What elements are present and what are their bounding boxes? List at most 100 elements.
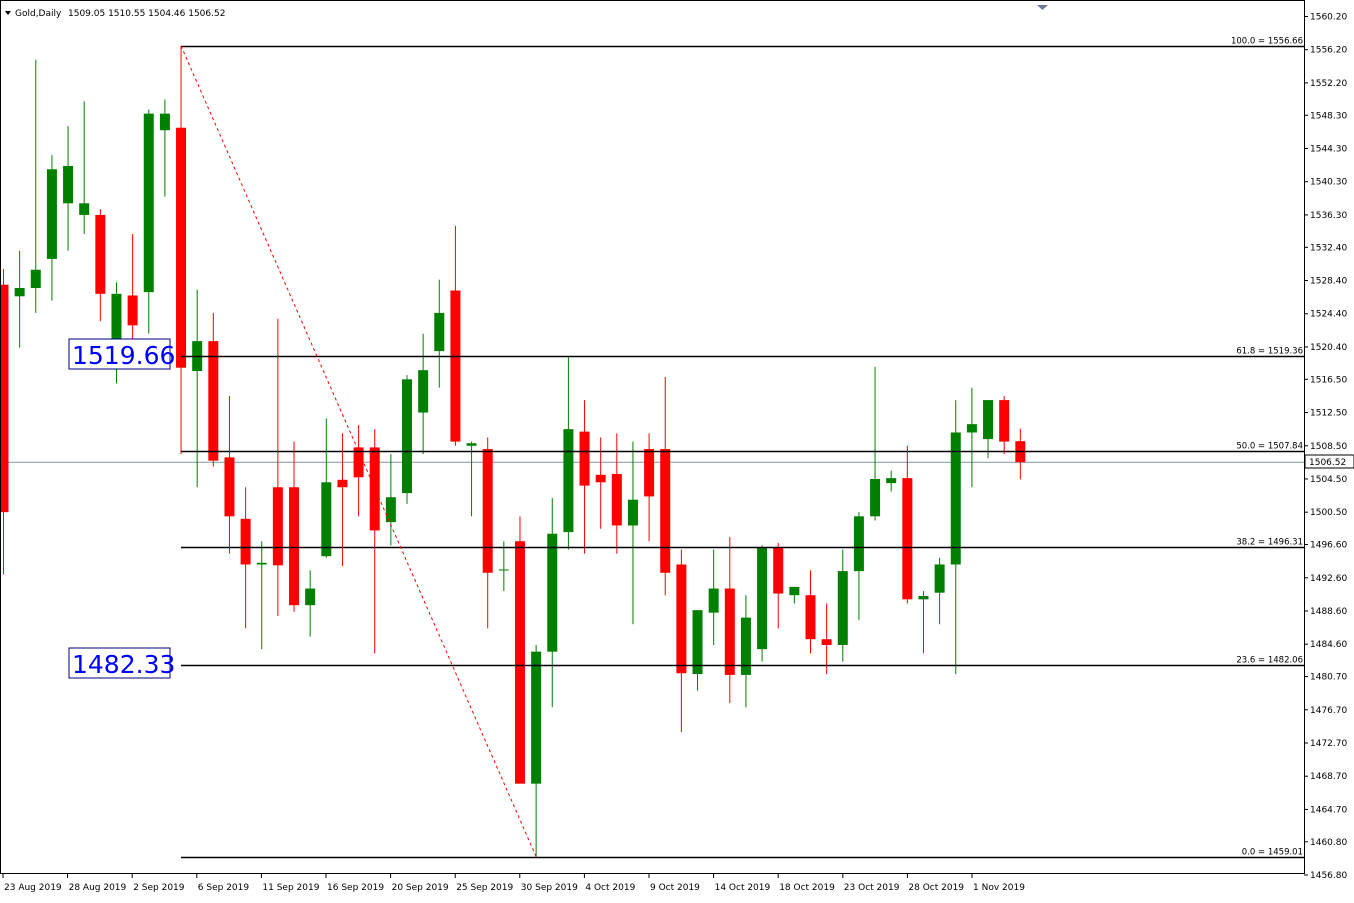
candle[interactable] bbox=[30, 59, 41, 313]
y-tick-label: 1540.30 bbox=[1310, 178, 1347, 188]
candle[interactable] bbox=[256, 541, 267, 650]
candle[interactable] bbox=[934, 557, 945, 625]
candle[interactable] bbox=[983, 400, 994, 459]
y-tick-label: 1504.50 bbox=[1310, 475, 1347, 485]
candle[interactable] bbox=[418, 333, 429, 455]
candle[interactable] bbox=[450, 225, 461, 446]
x-tick-label: 30 Sep 2019 bbox=[521, 883, 578, 893]
chart-shift-marker-icon[interactable] bbox=[1037, 5, 1048, 10]
candle-body-bull bbox=[385, 497, 396, 523]
candle-body-bull bbox=[46, 169, 57, 259]
y-tick-label: 1500.50 bbox=[1310, 508, 1347, 518]
fib-level-label: 61.8 = 1519.36 bbox=[1236, 347, 1303, 357]
price-annotation[interactable]: 1519.66 bbox=[68, 338, 175, 370]
candle[interactable] bbox=[950, 400, 961, 675]
candle[interactable] bbox=[870, 366, 881, 521]
price-annotation-text: 1482.33 bbox=[72, 650, 175, 679]
candle[interactable] bbox=[595, 437, 606, 529]
candle[interactable] bbox=[627, 441, 638, 625]
candle[interactable] bbox=[821, 603, 832, 675]
overlays-layer[interactable]: 100.0 = 1556.66 61.8 = 1519.36 50.0 = 1507… bbox=[180, 37, 1304, 859]
current-price-tag bbox=[1304, 454, 1354, 469]
fibonacci-retracement[interactable]: 100.0 = 1556.66 61.8 = 1519.36 50.0 = 1507… bbox=[180, 37, 1304, 859]
candle[interactable] bbox=[143, 109, 154, 334]
y-tick-label: 1524.40 bbox=[1310, 310, 1347, 320]
candle-body-bear bbox=[208, 341, 219, 461]
dropdown-triangle-icon[interactable] bbox=[5, 11, 11, 15]
candle[interactable] bbox=[434, 279, 445, 388]
candle-body-bull bbox=[692, 610, 703, 675]
candle[interactable] bbox=[482, 437, 493, 629]
candle-body-bear bbox=[224, 457, 235, 517]
candle[interactable] bbox=[611, 433, 622, 554]
candle[interactable] bbox=[63, 126, 74, 251]
candle-body-bear bbox=[176, 127, 187, 368]
candle-body-bull bbox=[466, 443, 477, 446]
candle[interactable] bbox=[547, 498, 558, 708]
fib-level-label: 23.6 = 1482.06 bbox=[1236, 656, 1303, 666]
candle[interactable] bbox=[337, 433, 348, 567]
candle[interactable] bbox=[999, 395, 1010, 455]
candle-body-bull bbox=[853, 516, 864, 572]
candle[interactable] bbox=[402, 375, 412, 504]
y-tick-label: 1464.70 bbox=[1310, 805, 1347, 815]
candle[interactable] bbox=[579, 400, 590, 554]
candle[interactable] bbox=[966, 387, 977, 488]
candle-body-bull bbox=[563, 429, 574, 533]
candle-body-bear bbox=[482, 449, 493, 573]
candle[interactable] bbox=[692, 610, 703, 691]
candle[interactable] bbox=[676, 549, 687, 733]
candle[interactable] bbox=[708, 549, 719, 646]
x-tick-label: 23 Aug 2019 bbox=[4, 883, 62, 893]
candle[interactable] bbox=[757, 545, 768, 662]
price-annotation[interactable]: 1482.33 bbox=[68, 647, 175, 679]
candle[interactable] bbox=[724, 537, 735, 704]
candle[interactable] bbox=[224, 395, 235, 554]
y-tick-label: 1496.60 bbox=[1310, 541, 1347, 551]
candle[interactable] bbox=[369, 429, 380, 654]
candle[interactable] bbox=[805, 570, 816, 654]
candle[interactable] bbox=[563, 356, 574, 550]
candle[interactable] bbox=[159, 99, 170, 197]
y-tick-label: 1476.70 bbox=[1310, 706, 1347, 716]
candle[interactable] bbox=[660, 376, 671, 596]
candle-body-bear bbox=[95, 214, 106, 294]
candle[interactable] bbox=[176, 45, 187, 455]
candle-body-bear bbox=[514, 541, 525, 784]
candle[interactable] bbox=[289, 441, 300, 612]
candles-layer[interactable] bbox=[0, 45, 1026, 857]
y-tick-label: 1484.60 bbox=[1310, 640, 1347, 650]
candle[interactable] bbox=[353, 424, 364, 517]
candle[interactable] bbox=[240, 487, 251, 629]
candle[interactable] bbox=[305, 570, 316, 637]
candle[interactable] bbox=[773, 542, 784, 629]
candle[interactable] bbox=[498, 541, 509, 592]
candle[interactable] bbox=[0, 268, 9, 575]
candle[interactable] bbox=[79, 101, 90, 235]
candle[interactable] bbox=[208, 312, 219, 467]
candle[interactable] bbox=[514, 516, 525, 784]
candle[interactable] bbox=[385, 454, 396, 546]
x-tick-label: 14 Oct 2019 bbox=[715, 883, 771, 893]
candle[interactable] bbox=[918, 591, 929, 654]
candle[interactable] bbox=[272, 318, 283, 616]
x-tick-label: 25 Sep 2019 bbox=[456, 883, 513, 893]
candle[interactable] bbox=[531, 645, 542, 857]
candle[interactable] bbox=[46, 155, 57, 301]
candle-body-bull bbox=[63, 165, 74, 204]
candle[interactable] bbox=[466, 441, 477, 517]
candle[interactable] bbox=[14, 250, 25, 348]
candle[interactable] bbox=[740, 595, 751, 708]
fib-level-label: 50.0 = 1507.84 bbox=[1236, 442, 1303, 452]
candle-body-bull bbox=[321, 482, 332, 557]
candle[interactable] bbox=[853, 512, 864, 621]
candle-body-bull bbox=[30, 269, 41, 288]
candle[interactable] bbox=[127, 234, 138, 355]
candle[interactable] bbox=[837, 549, 848, 662]
candle[interactable] bbox=[902, 445, 913, 604]
candle[interactable] bbox=[321, 418, 332, 558]
candle[interactable] bbox=[95, 209, 106, 322]
candle[interactable] bbox=[886, 470, 897, 492]
candle[interactable] bbox=[789, 586, 800, 604]
